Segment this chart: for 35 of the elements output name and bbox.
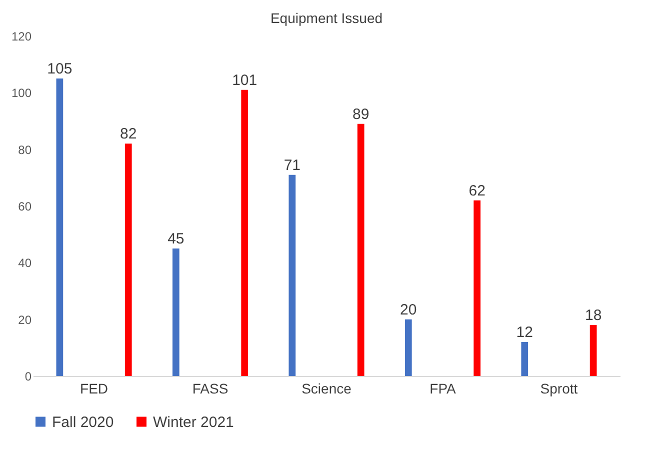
x-tick-label: FASS: [192, 380, 228, 396]
legend-label: Winter 2021: [153, 414, 234, 431]
bar: [241, 90, 248, 376]
data-label: 101: [232, 72, 258, 89]
bar: [172, 248, 180, 376]
data-label: 82: [120, 126, 137, 143]
x-tick-label: FED: [80, 380, 108, 396]
bar: [56, 78, 64, 376]
y-tick-label: 80: [18, 142, 32, 157]
chart-title: Equipment Issued: [270, 10, 383, 26]
x-tick-label: FPA: [430, 380, 456, 396]
bar: [124, 144, 132, 376]
data-label: 62: [468, 182, 486, 200]
y-tick-label: 100: [11, 86, 32, 100]
data-label: 20: [400, 301, 417, 318]
y-tick-label: 40: [18, 256, 32, 270]
data-label: 89: [352, 106, 370, 123]
x-tick-label: Sprott: [540, 380, 578, 396]
y-tick-label: 120: [11, 30, 32, 44]
y-tick-label: 20: [18, 312, 32, 327]
y-tick-label: 60: [18, 200, 32, 214]
bar: [288, 174, 296, 376]
data-label: 105: [47, 60, 72, 78]
bar: [474, 200, 481, 376]
bar: [521, 342, 528, 376]
data-label: 12: [516, 324, 533, 341]
bar: [404, 319, 412, 376]
data-label: 71: [284, 156, 300, 174]
legend-label: Fall 2020: [52, 414, 114, 431]
data-label: 18: [584, 307, 602, 324]
bar: [357, 124, 364, 376]
data-label: 45: [168, 230, 184, 248]
y-tick-label: 0: [24, 370, 32, 384]
x-tick-label: Science: [302, 380, 352, 396]
bar: [590, 325, 597, 376]
